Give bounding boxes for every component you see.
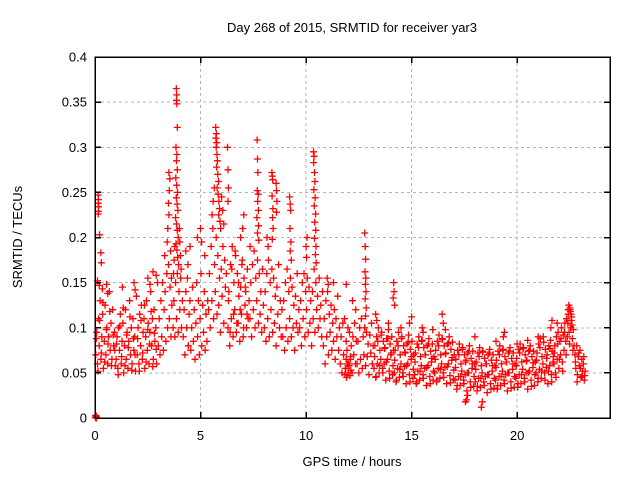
y-tick-label: 0.4: [69, 50, 87, 65]
y-tick-label: 0.35: [62, 95, 87, 110]
y-tick-label: 0: [80, 411, 87, 426]
y-tick-label: 0.15: [62, 275, 87, 290]
data-points-series: [91, 85, 589, 422]
x-tick-label: 20: [510, 428, 524, 443]
y-tick-label: 0.05: [62, 365, 87, 380]
y-tick-label: 0.3: [69, 140, 87, 155]
y-tick-label: 0.2: [69, 230, 87, 245]
x-tick-label: 5: [197, 428, 204, 443]
y-tick-label: 0.1: [69, 320, 87, 335]
scatter-points: [91, 85, 589, 422]
x-axis-label: GPS time / hours: [303, 454, 402, 469]
x-tick-label: 0: [91, 428, 98, 443]
y-axis-label: SRMTID / TECUs: [10, 185, 25, 288]
x-tick-label: 10: [299, 428, 313, 443]
y-tick-label: 0.25: [62, 185, 87, 200]
tick-labels: 0 5 10 15 20 0 0.05 0.1 0.15 0.2 0.25 0.3 0.35 0.4: [62, 50, 525, 444]
plot-border: [94, 56, 611, 419]
chart-title: Day 268 of 2015, SRMTID for receiver yar…: [227, 20, 477, 35]
x-tick-label: 15: [404, 428, 418, 443]
